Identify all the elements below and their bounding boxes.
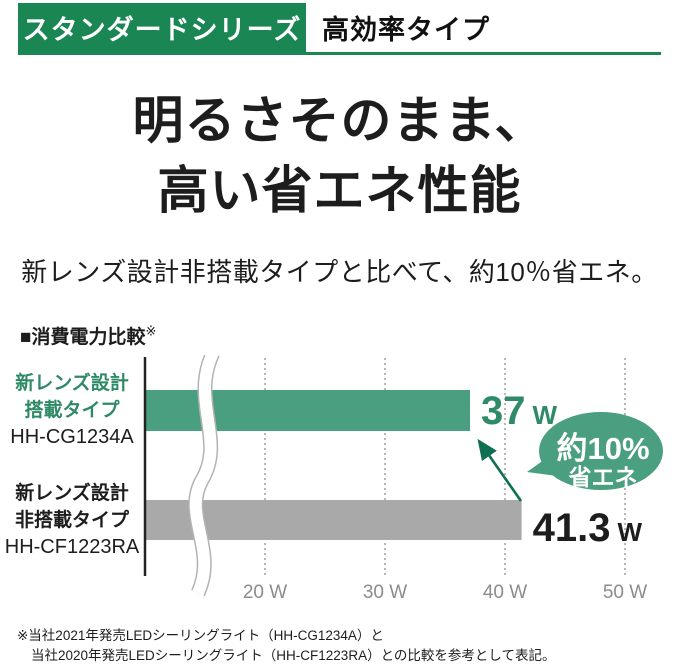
axis-break-wave-icon <box>188 355 220 597</box>
headline-line1: 明るさそのまま、 <box>132 92 547 149</box>
bar-value-label: 37 W <box>481 389 558 433</box>
type-label: 高効率タイプ <box>322 15 490 45</box>
bar-model-number: HH-CG1234A <box>10 426 134 448</box>
header-underline <box>18 52 661 55</box>
headline: 明るさそのまま、 高い省エネ性能 <box>0 86 679 227</box>
x-tick-label: 30 W <box>363 582 407 603</box>
chart-title-text: ■消費電力比較 <box>20 327 146 348</box>
x-tick-label: 20 W <box>243 582 287 603</box>
x-tick-label: 50 W <box>603 582 647 603</box>
chart-area: 20 W 30 W 40 W 50 W 37 W 41.3 W 約10% 省エネ <box>0 355 679 605</box>
bar-label-line: 非搭載タイプ <box>14 510 129 531</box>
subtitle: 新レンズ設計非搭載タイプと比べて、約10％省エネ。 <box>21 257 658 287</box>
bar-label-line: 新レンズ設計 <box>15 483 129 504</box>
bar-label-line: 新レンズ設計 <box>15 373 129 394</box>
footnote-line2: 当社2020年発売LEDシーリングライト（HH-CF1223RA）との比較を参考… <box>31 648 556 664</box>
footnote: ※当社2021年発売LEDシーリングライト（HH-CG1234A）と 当社202… <box>17 626 556 667</box>
bar-label-nonlens-type: 新レンズ設計 非搭載タイプ HH-CF1223RA <box>2 480 142 560</box>
bar-label-lens-type: 新レンズ設計 搭載タイプ HH-CG1234A <box>2 370 142 450</box>
bubble-text-line2: 省エネ <box>568 464 638 490</box>
x-tick-label: 40 W <box>483 582 527 603</box>
chart-title-footnote-mark: ※ <box>145 323 157 339</box>
power-comparison-chart: 20 W 30 W 40 W 50 W 37 W 41.3 W 約10% 省エネ <box>143 355 663 603</box>
headline-line2: 高い省エネ性能 <box>157 162 522 220</box>
bar-HH-CF1223RA <box>146 500 522 540</box>
bar-label-line: 搭載タイプ <box>24 400 120 421</box>
series-badge: スタンダードシリーズ <box>18 3 306 52</box>
bar-HH-CG1234A <box>146 390 470 431</box>
savings-bubble: 約10% 省エネ <box>527 412 663 490</box>
savings-arrow-icon <box>477 438 523 502</box>
footnote-line1: ※当社2021年発売LEDシーリングライト（HH-CG1234A）と <box>17 628 384 643</box>
series-badge-label: スタンダードシリーズ <box>22 15 302 45</box>
chart-title: ■消費電力比較※ <box>20 322 156 349</box>
bubble-text-line1: 約10% <box>556 431 649 466</box>
bar-model-number: HH-CF1223RA <box>4 536 140 558</box>
bar-value-label: 41.3 W <box>533 506 643 550</box>
bubble-ellipse <box>539 412 663 490</box>
